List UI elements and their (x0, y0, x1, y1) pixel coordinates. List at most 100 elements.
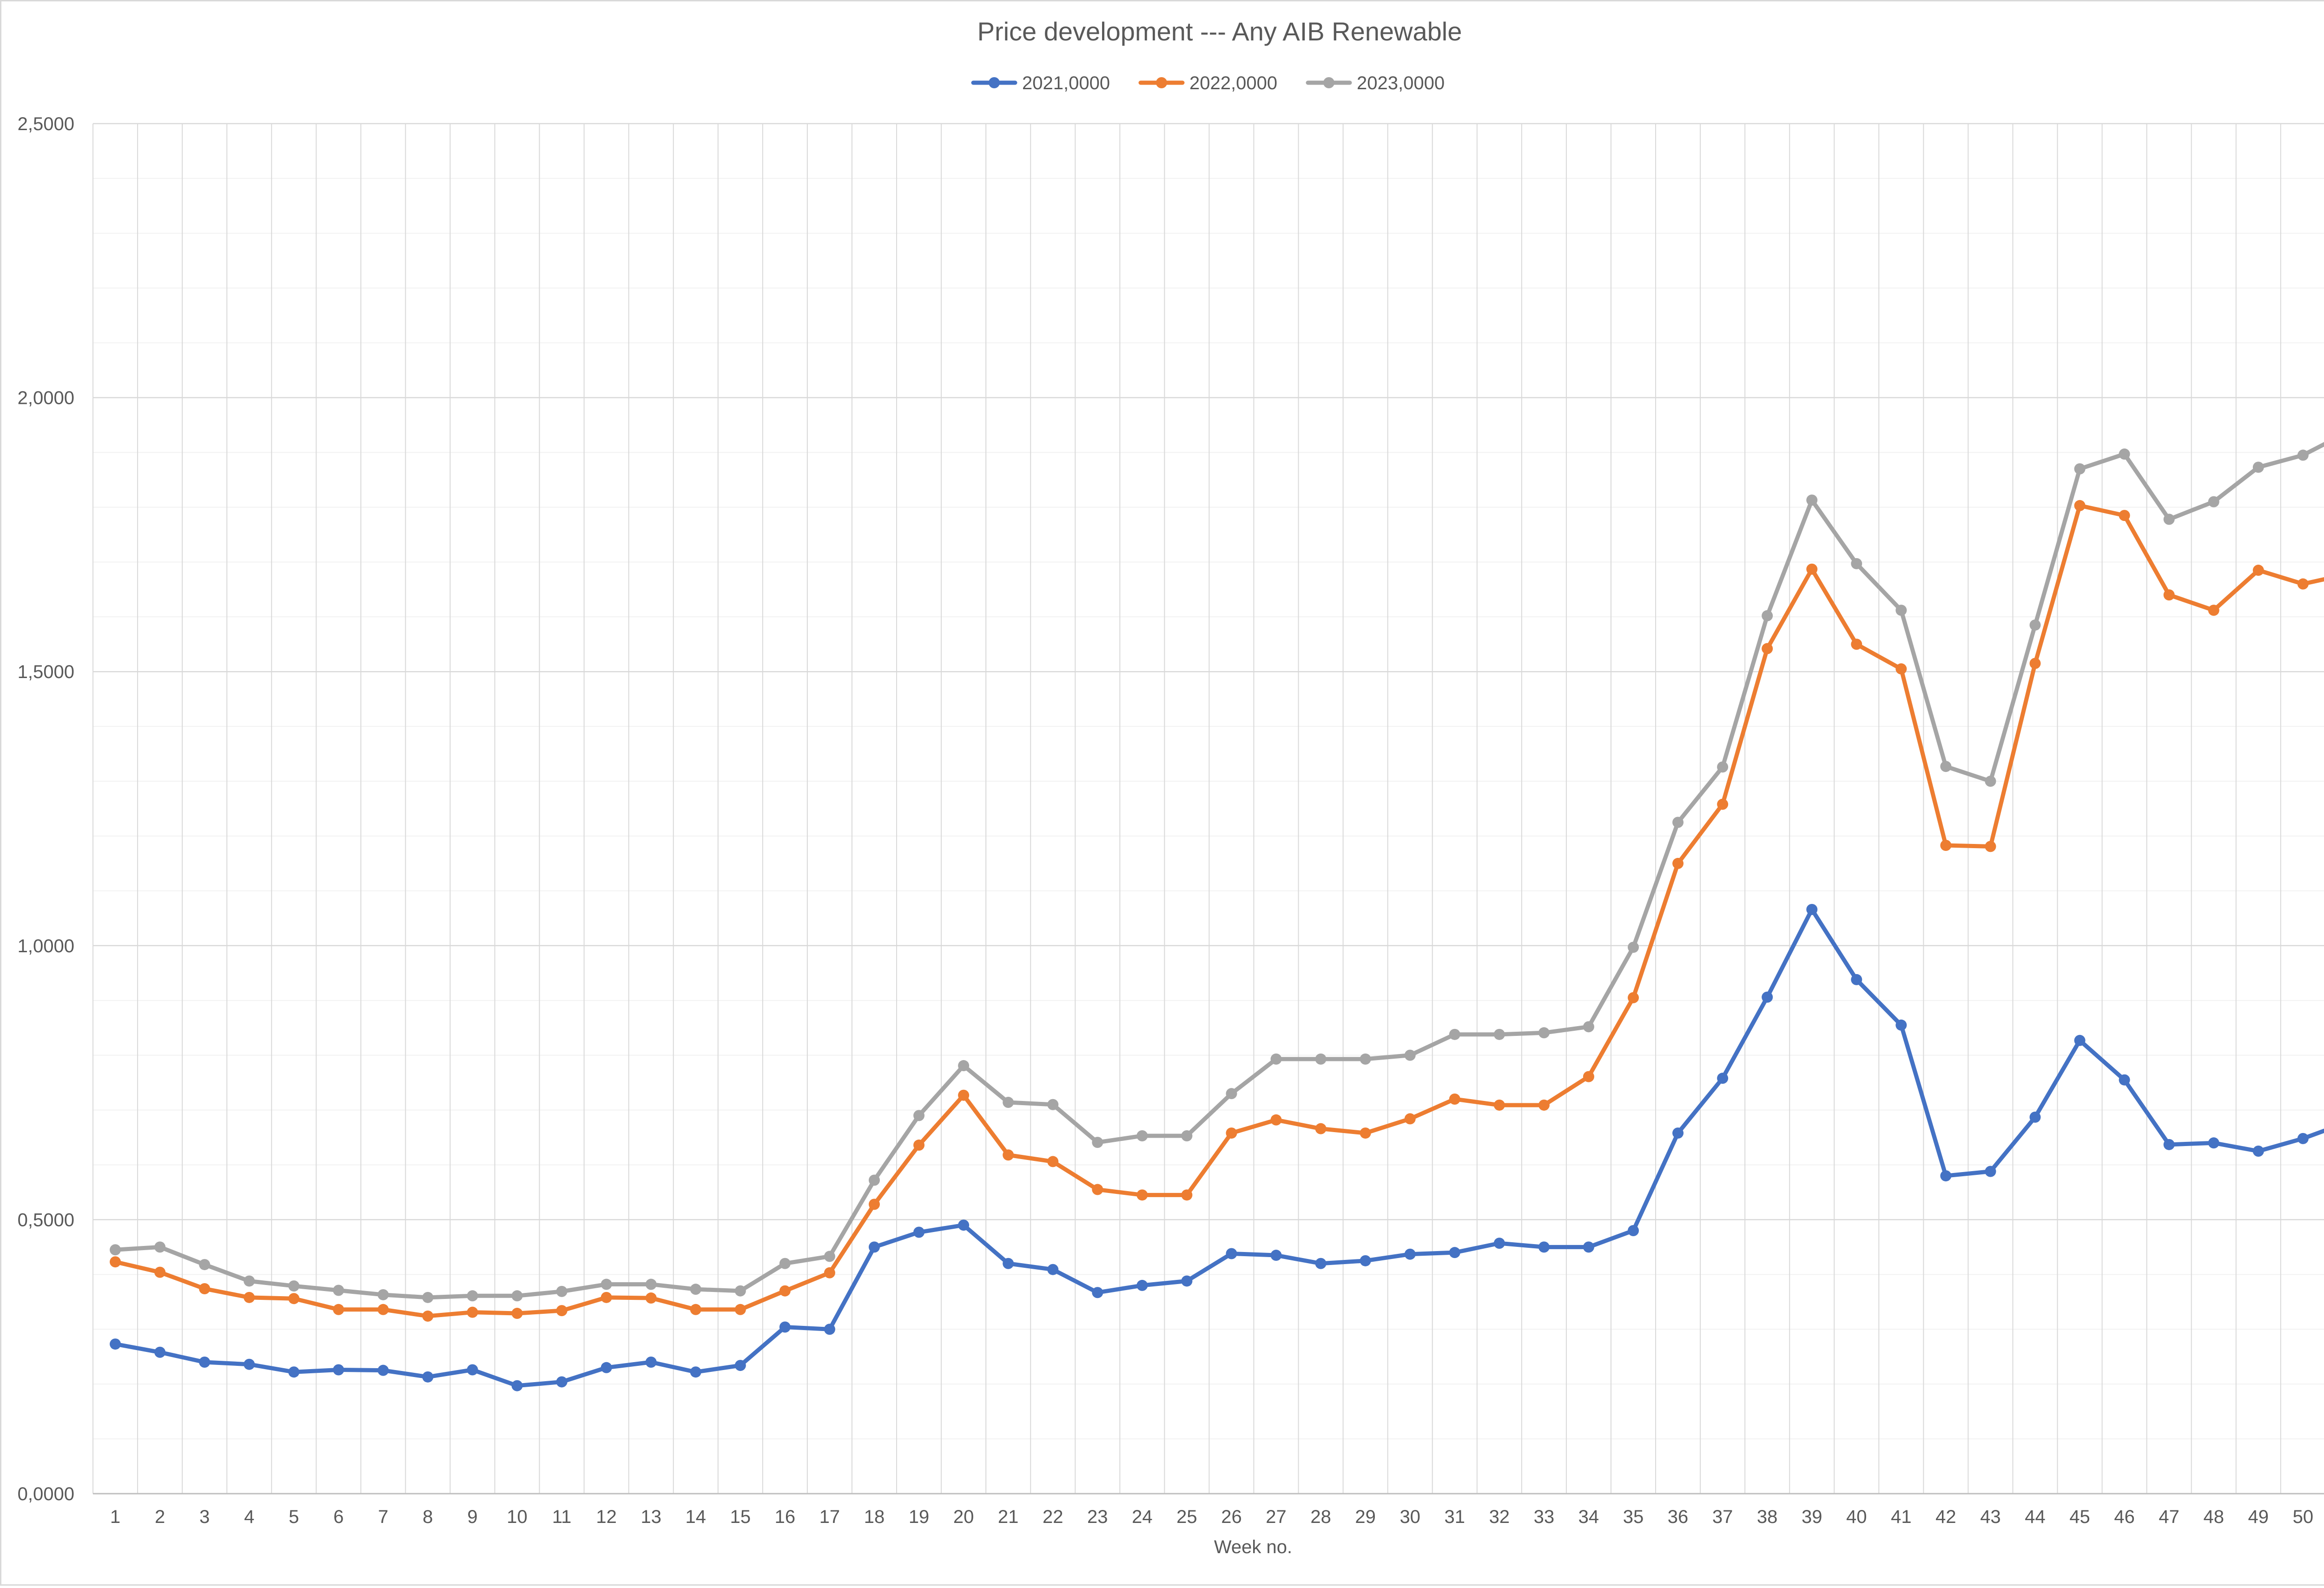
data-point (467, 1290, 478, 1301)
x-axis-label: Week no. (1214, 1537, 1292, 1557)
data-point (1583, 1071, 1594, 1082)
data-point (824, 1324, 835, 1335)
data-point (556, 1286, 568, 1297)
data-point (1226, 1248, 1237, 1259)
x-tick-label: 35 (1623, 1507, 1644, 1527)
data-point (2074, 1035, 2086, 1046)
x-tick-label: 38 (1757, 1507, 1778, 1527)
x-tick-label: 44 (2025, 1507, 2046, 1527)
data-point (1047, 1156, 1058, 1167)
data-point (1806, 564, 1817, 575)
data-point (1092, 1137, 1103, 1148)
data-point (1360, 1255, 1371, 1266)
x-tick-label: 30 (1400, 1507, 1420, 1527)
chart-title: Price development --- Any AIB Renewable (977, 17, 1462, 46)
data-point (333, 1285, 344, 1296)
legend-swatch-marker (1323, 77, 1334, 88)
data-point (2030, 658, 2041, 669)
data-point (1136, 1189, 1148, 1200)
data-point (1583, 1241, 1594, 1252)
data-point (556, 1376, 568, 1387)
data-point (199, 1357, 210, 1368)
data-point (199, 1259, 210, 1270)
data-point (377, 1289, 389, 1300)
data-point (2030, 1112, 2041, 1123)
data-point (2164, 1139, 2175, 1150)
data-point (288, 1366, 299, 1377)
data-point (1047, 1264, 1058, 1275)
x-tick-label: 6 (333, 1507, 343, 1527)
data-point (2208, 1137, 2219, 1148)
data-point (1136, 1280, 1148, 1291)
data-point (1360, 1054, 1371, 1065)
data-point (2208, 605, 2219, 616)
data-point (735, 1360, 746, 1371)
data-point (779, 1322, 791, 1333)
data-point (1985, 776, 1996, 787)
data-point (2298, 579, 2309, 590)
data-point (1181, 1275, 1192, 1286)
data-point (154, 1241, 165, 1252)
data-point (1449, 1247, 1460, 1258)
data-point (1940, 1170, 1951, 1181)
data-point (244, 1275, 255, 1286)
x-tick-label: 18 (864, 1507, 885, 1527)
data-point (1271, 1250, 1282, 1261)
x-tick-label: 12 (596, 1507, 617, 1527)
x-tick-label: 47 (2159, 1507, 2179, 1527)
data-point (1717, 761, 1728, 772)
x-tick-label: 20 (953, 1507, 974, 1527)
data-point (690, 1304, 701, 1315)
data-point (958, 1060, 969, 1071)
data-point (1271, 1054, 1282, 1065)
data-point (288, 1280, 299, 1291)
x-tick-label: 45 (2069, 1507, 2090, 1527)
x-tick-label: 25 (1176, 1507, 1197, 1527)
data-point (735, 1304, 746, 1315)
data-point (2119, 448, 2130, 460)
data-point (2253, 1146, 2264, 1157)
data-point (1315, 1054, 1327, 1065)
data-point (2208, 496, 2219, 507)
x-tick-label: 42 (1935, 1507, 1956, 1527)
data-point (1003, 1097, 1014, 1108)
x-tick-label: 34 (1578, 1507, 1599, 1527)
data-point (288, 1293, 299, 1304)
data-point (601, 1362, 612, 1373)
data-point (646, 1357, 657, 1368)
data-point (1538, 1100, 1550, 1111)
data-point (244, 1359, 255, 1370)
y-tick-label: 1,0000 (18, 936, 74, 956)
legend-label: 2023,0000 (1357, 73, 1445, 93)
data-point (913, 1140, 924, 1151)
data-point (512, 1308, 523, 1319)
data-point (110, 1244, 121, 1255)
x-tick-label: 26 (1221, 1507, 1242, 1527)
x-tick-label: 2 (155, 1507, 165, 1527)
data-point (2298, 449, 2309, 461)
data-point (1628, 942, 1639, 953)
data-point (1985, 1166, 1996, 1177)
data-point (690, 1366, 701, 1377)
data-point (1494, 1100, 1505, 1111)
x-tick-label: 17 (819, 1507, 840, 1527)
data-point (1315, 1258, 1327, 1269)
data-point (779, 1258, 791, 1269)
data-point (1628, 992, 1639, 1003)
x-tick-label: 36 (1668, 1507, 1689, 1527)
data-point (1717, 1073, 1728, 1084)
data-point (913, 1110, 924, 1121)
data-point (333, 1304, 344, 1315)
data-point (1538, 1027, 1550, 1038)
y-tick-label: 1,5000 (18, 662, 74, 682)
data-point (824, 1251, 835, 1262)
data-point (199, 1283, 210, 1294)
x-tick-label: 13 (640, 1507, 661, 1527)
data-point (1762, 643, 1773, 654)
data-point (2074, 463, 2086, 474)
data-point (1762, 610, 1773, 621)
x-tick-label: 23 (1087, 1507, 1108, 1527)
